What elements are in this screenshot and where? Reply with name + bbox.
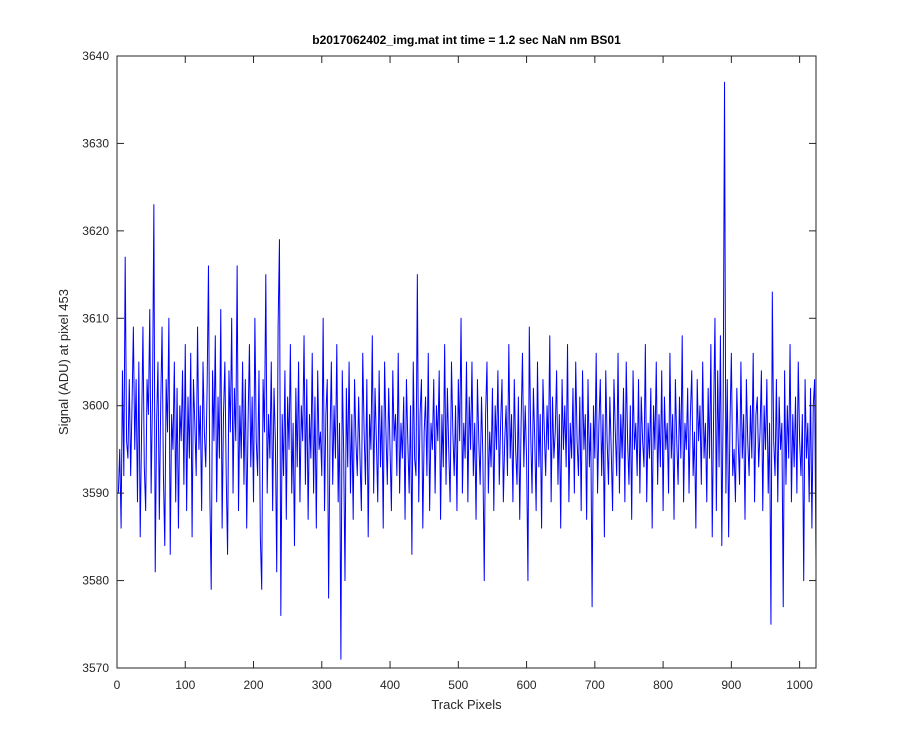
x-tick-label: 700 <box>585 678 605 692</box>
axes-box <box>116 55 817 669</box>
x-tick-label: 100 <box>175 678 195 692</box>
y-tick-label: 3600 <box>82 399 109 413</box>
plot-layer: 0 100 200 300 400 500 600 700 800 900 1000 3570 3580… <box>82 49 817 692</box>
y-tick-label: 3570 <box>82 661 109 675</box>
x-tick-label: 800 <box>653 678 673 692</box>
y-axis-label: Signal (ADU) at pixel 453 <box>56 289 71 435</box>
x-tick-label: 300 <box>312 678 332 692</box>
x-tick-label: 1000 <box>786 678 813 692</box>
x-tick-label: 500 <box>448 678 468 692</box>
x-tick-label: 400 <box>380 678 400 692</box>
x-tick-label: 900 <box>721 678 741 692</box>
y-tick-label: 3590 <box>82 486 109 500</box>
y-tick-label: 3610 <box>82 311 109 325</box>
x-axis-label: Track Pixels <box>431 697 502 712</box>
x-tick-label: 200 <box>244 678 264 692</box>
y-tick-label: 3580 <box>82 574 109 588</box>
data-line <box>117 81 817 660</box>
y-tick-label: 3620 <box>82 224 109 238</box>
y-tick-label: 3640 <box>82 49 109 63</box>
y-tick-label: 3630 <box>82 136 109 150</box>
x-tick-label: 600 <box>517 678 537 692</box>
x-tick-label: 0 <box>114 678 121 692</box>
chart-title: b2017062402_img.mat int time = 1.2 sec N… <box>312 33 621 47</box>
